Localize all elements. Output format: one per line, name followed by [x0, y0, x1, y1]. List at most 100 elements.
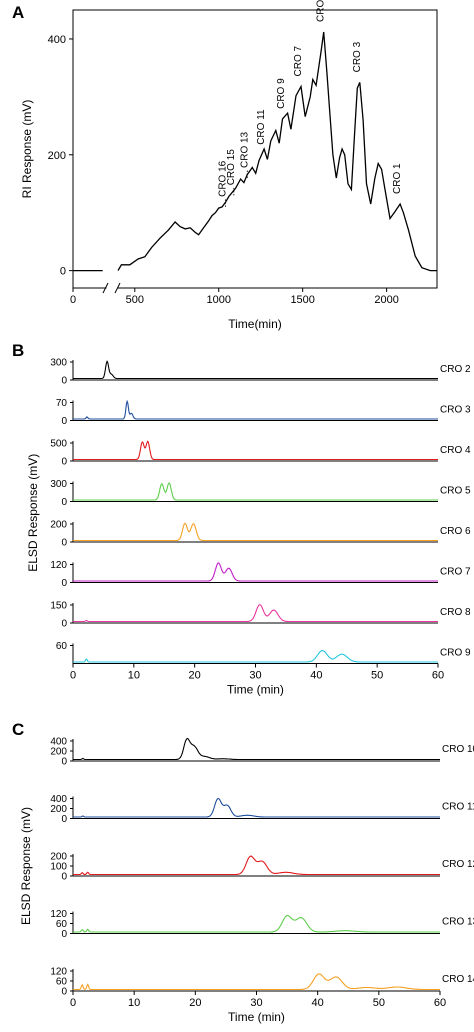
y-tick-label: 0 — [61, 987, 67, 998]
trace-cro-10 — [73, 737, 440, 761]
x-tick-label: 0 — [70, 670, 76, 682]
x-tick-label: 40 — [310, 670, 322, 682]
panel-label-a: A — [12, 3, 24, 22]
y-tick-label: 120 — [50, 560, 67, 571]
peak-annotation: CRO 1 — [392, 163, 403, 194]
x-tick-label: 30 — [249, 670, 261, 682]
trace-cro-3 — [73, 399, 438, 420]
panel-label-b: B — [12, 341, 24, 360]
axis-break-mark — [102, 282, 109, 294]
x-tick-label: 20 — [189, 670, 201, 682]
x-tick-label-a: 1500 — [290, 294, 314, 306]
trace-cro-7 — [73, 562, 438, 582]
axis-break-mark — [114, 282, 121, 294]
y-tick-label-a: 400 — [48, 34, 66, 46]
series-label: CRO 10 — [442, 744, 474, 755]
series-label: CRO 2 — [440, 364, 471, 375]
x-tick-label-a: 0 — [70, 294, 76, 306]
series-label: CRO 13 — [442, 917, 474, 928]
y-tick-label: 300 — [50, 358, 67, 369]
peak-annotation: CRO 11 — [256, 109, 267, 145]
y-axis-label-c: ELSD Response (mV) — [19, 807, 33, 925]
y-tick-label: 0 — [61, 619, 67, 630]
y-tick-label: 500 — [50, 439, 67, 450]
y-tick-label: 0 — [61, 376, 67, 387]
y-tick-label: 400 — [50, 794, 67, 805]
y-tick-label: 70 — [56, 398, 68, 409]
x-tick-label: 20 — [189, 997, 201, 1009]
y-tick-label-a: 0 — [60, 266, 66, 278]
y-tick-label: 0 — [61, 416, 67, 427]
trace-cro-13 — [73, 915, 440, 933]
x-tick-label: 30 — [250, 997, 262, 1009]
x-tick-label: 50 — [373, 997, 385, 1009]
x-tick-label: 50 — [371, 670, 383, 682]
y-tick-label: 0 — [61, 578, 67, 589]
trace-cro-8 — [73, 603, 438, 623]
y-tick-label: 0 — [61, 814, 67, 825]
y-tick-label: 200 — [50, 852, 67, 863]
trace-cro-12 — [73, 855, 440, 876]
series-label: CRO 3 — [440, 404, 471, 415]
y-tick-label: 120 — [50, 909, 67, 920]
peak-annotation: CRO 5 — [316, 0, 327, 22]
series-label: CRO 9 — [440, 647, 471, 658]
peak-annotation: CRO 13 — [239, 131, 250, 168]
y-tick-label: 60 — [56, 641, 68, 652]
series-label: CRO 6 — [440, 526, 471, 537]
x-axis-label-c: Time (min) — [228, 1010, 285, 1024]
y-tick-label: 0 — [61, 872, 67, 883]
y-tick-label: 400 — [50, 737, 67, 748]
series-label: CRO 5 — [440, 485, 471, 496]
trace-cro-5 — [73, 482, 438, 501]
y-tick-label: 100 — [50, 862, 67, 873]
y-tick-label: 0 — [61, 757, 67, 768]
y-tick-label: 120 — [50, 967, 67, 978]
series-label: CRO 4 — [440, 445, 471, 456]
x-tick-label-a: 1000 — [206, 294, 230, 306]
x-tick-label: 0 — [70, 997, 76, 1009]
peak-annotation: CRO 9 — [276, 78, 287, 109]
x-tick-label: 60 — [434, 997, 446, 1009]
series-label: CRO 8 — [440, 607, 471, 618]
peak-annotation: CRO 3 — [352, 41, 363, 72]
series-label: CRO 14 — [442, 974, 474, 985]
x-axis-label-a: Time(min) — [228, 317, 282, 331]
x-tick-label: 60 — [432, 670, 444, 682]
x-tick-label: 10 — [128, 670, 140, 682]
trace-cro-4 — [73, 440, 438, 461]
y-tick-label: 200 — [50, 747, 67, 758]
y-tick-label: 60 — [56, 977, 68, 988]
y-tick-label: 200 — [50, 804, 67, 815]
x-axis-label-b: Time (min) — [227, 683, 284, 697]
y-tick-label: 0 — [61, 497, 67, 508]
axis-break-mask — [106, 285, 118, 291]
series-label: CRO 7 — [440, 566, 471, 577]
y-axis-label-b: ELSD Response (mV) — [26, 454, 40, 572]
trace-cro-6 — [73, 522, 438, 542]
peak-annotation: CRO 15 — [226, 149, 237, 186]
trace-cro-14 — [73, 973, 440, 991]
y-tick-label: 0 — [61, 538, 67, 549]
y-tick-label: 0 — [61, 929, 67, 940]
ri-trace — [117, 31, 437, 272]
y-tick-label-a: 200 — [48, 150, 66, 162]
peak-annotation: CRO 7 — [293, 46, 304, 77]
series-label: CRO 11 — [442, 802, 474, 813]
y-tick-label: 150 — [50, 601, 67, 612]
y-axis-label-a: RI Response (mV) — [20, 100, 34, 199]
plot-frame-a — [72, 9, 438, 289]
x-tick-label: 10 — [128, 997, 140, 1009]
panel-label-c: C — [12, 720, 24, 739]
x-tick-label: 40 — [312, 997, 324, 1009]
trace-cro-2 — [73, 360, 438, 380]
x-tick-label-a: 500 — [126, 294, 144, 306]
y-tick-label: 200 — [50, 520, 67, 531]
series-label: CRO 12 — [442, 859, 474, 870]
trace-cro-9 — [73, 650, 438, 663]
y-tick-label: 300 — [50, 479, 67, 490]
x-tick-label-a: 2000 — [374, 294, 398, 306]
y-tick-label: 60 — [56, 919, 68, 930]
trace-cro-11 — [73, 797, 440, 818]
